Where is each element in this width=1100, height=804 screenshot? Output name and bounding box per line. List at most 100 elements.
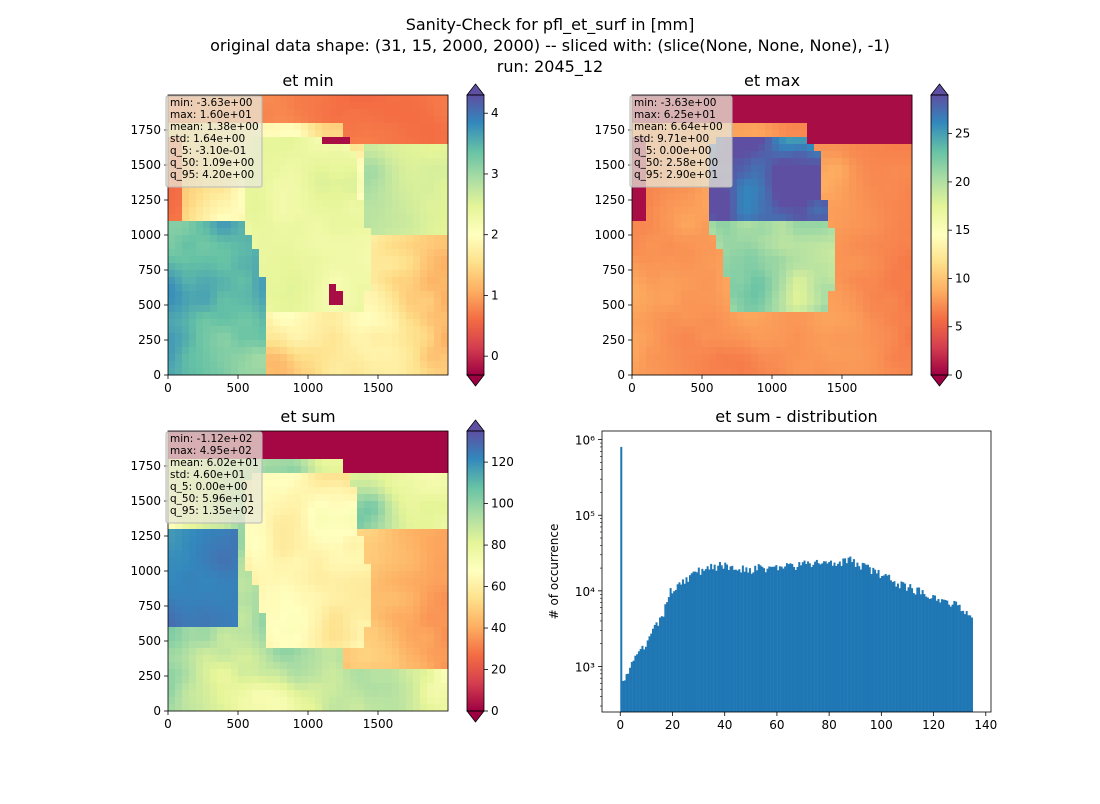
heatmap-cell xyxy=(175,242,182,249)
heatmap-cell xyxy=(772,109,779,116)
heatmap-cell xyxy=(203,613,210,620)
heatmap-cell xyxy=(905,137,912,144)
heatmap-cell xyxy=(849,228,856,235)
heatmap-cell xyxy=(168,340,175,347)
stats-line: q_5: -3.10e-01 xyxy=(170,145,246,157)
heatmap-cell xyxy=(891,116,898,123)
heatmap-cell xyxy=(350,578,357,585)
heatmap-cell xyxy=(800,158,807,165)
heatmap-cell xyxy=(737,158,744,165)
heatmap-cell xyxy=(667,284,674,291)
heatmap-cell xyxy=(772,102,779,109)
heatmap-cell xyxy=(357,508,364,515)
heatmap-cell xyxy=(203,214,210,221)
heatmap-cell xyxy=(385,179,392,186)
heatmap-cell xyxy=(357,354,364,361)
x-tick-label: 1500 xyxy=(363,717,394,731)
heatmap-cell xyxy=(772,319,779,326)
heatmap-cell xyxy=(385,606,392,613)
heatmap-cell xyxy=(751,109,758,116)
heatmap-cell xyxy=(182,557,189,564)
heatmap-cell xyxy=(744,368,751,375)
heatmap-cell xyxy=(441,249,448,256)
heatmap-cell xyxy=(273,578,280,585)
heatmap-cell xyxy=(646,207,653,214)
heatmap-cell xyxy=(378,599,385,606)
heatmap-cell xyxy=(203,291,210,298)
heatmap-cell xyxy=(427,284,434,291)
heatmap-cell xyxy=(413,284,420,291)
heatmap-cell xyxy=(273,641,280,648)
heatmap-cell xyxy=(329,501,336,508)
heatmap-cell xyxy=(287,599,294,606)
heatmap-cell xyxy=(681,340,688,347)
heatmap-cell xyxy=(385,354,392,361)
heatmap-cell xyxy=(273,550,280,557)
heatmap-cell xyxy=(364,641,371,648)
heatmap-cell xyxy=(702,291,709,298)
heatmap-cell xyxy=(294,627,301,634)
heatmap-cell xyxy=(870,109,877,116)
heatmap-cell xyxy=(196,536,203,543)
heatmap-cell xyxy=(646,249,653,256)
heatmap-cell xyxy=(252,361,259,368)
heatmap-cell xyxy=(168,368,175,375)
heatmap-cell xyxy=(420,116,427,123)
heatmap-cell xyxy=(378,256,385,263)
heatmap-cell xyxy=(898,214,905,221)
heatmap-cell xyxy=(189,543,196,550)
heatmap-cell xyxy=(364,193,371,200)
heatmap-cell xyxy=(399,466,406,473)
heatmap-cell xyxy=(786,200,793,207)
heatmap-cell xyxy=(175,669,182,676)
heatmap-cell xyxy=(294,193,301,200)
heatmap-cell xyxy=(336,690,343,697)
heatmap-cell xyxy=(217,578,224,585)
heatmap-cell xyxy=(378,606,385,613)
heatmap-cell xyxy=(315,200,322,207)
heatmap-cell xyxy=(821,130,828,137)
heatmap-cell xyxy=(189,298,196,305)
heatmap-cell xyxy=(765,228,772,235)
heatmap-cell xyxy=(259,634,266,641)
heatmap-cell xyxy=(737,102,744,109)
heatmap-cell xyxy=(273,228,280,235)
heatmap-cell xyxy=(308,599,315,606)
heatmap-cell xyxy=(210,641,217,648)
heatmap-cell xyxy=(413,487,420,494)
heatmap-cell xyxy=(751,298,758,305)
heatmap-cell xyxy=(336,144,343,151)
heatmap-cell xyxy=(245,606,252,613)
heatmap-cell xyxy=(210,627,217,634)
heatmap-cell xyxy=(744,326,751,333)
heatmap-cell xyxy=(744,144,751,151)
heatmap-cell xyxy=(765,193,772,200)
heatmap-cell xyxy=(877,221,884,228)
heatmap-cell xyxy=(322,179,329,186)
heatmap-cell xyxy=(420,270,427,277)
heatmap-cell xyxy=(646,368,653,375)
heatmap-cell xyxy=(350,494,357,501)
heatmap-cell xyxy=(252,249,259,256)
heatmap-cell xyxy=(427,151,434,158)
heatmap-cell xyxy=(203,564,210,571)
heatmap-cell xyxy=(378,578,385,585)
heatmap-cell xyxy=(751,347,758,354)
heatmap-cell xyxy=(210,256,217,263)
heatmap-cell xyxy=(891,130,898,137)
heatmap-cell xyxy=(441,592,448,599)
heatmap-cell xyxy=(385,263,392,270)
heatmap-cell xyxy=(406,291,413,298)
heatmap-cell xyxy=(329,438,336,445)
heatmap-cell xyxy=(835,151,842,158)
heatmap-cell xyxy=(189,347,196,354)
heatmap-cell xyxy=(273,144,280,151)
heatmap-cell xyxy=(737,284,744,291)
heatmap-cell xyxy=(800,354,807,361)
heatmap-cell xyxy=(786,151,793,158)
heatmap-cell xyxy=(884,200,891,207)
heatmap-cell xyxy=(413,277,420,284)
heatmap-cell xyxy=(273,312,280,319)
heatmap-cell xyxy=(294,277,301,284)
heatmap-cell xyxy=(252,613,259,620)
